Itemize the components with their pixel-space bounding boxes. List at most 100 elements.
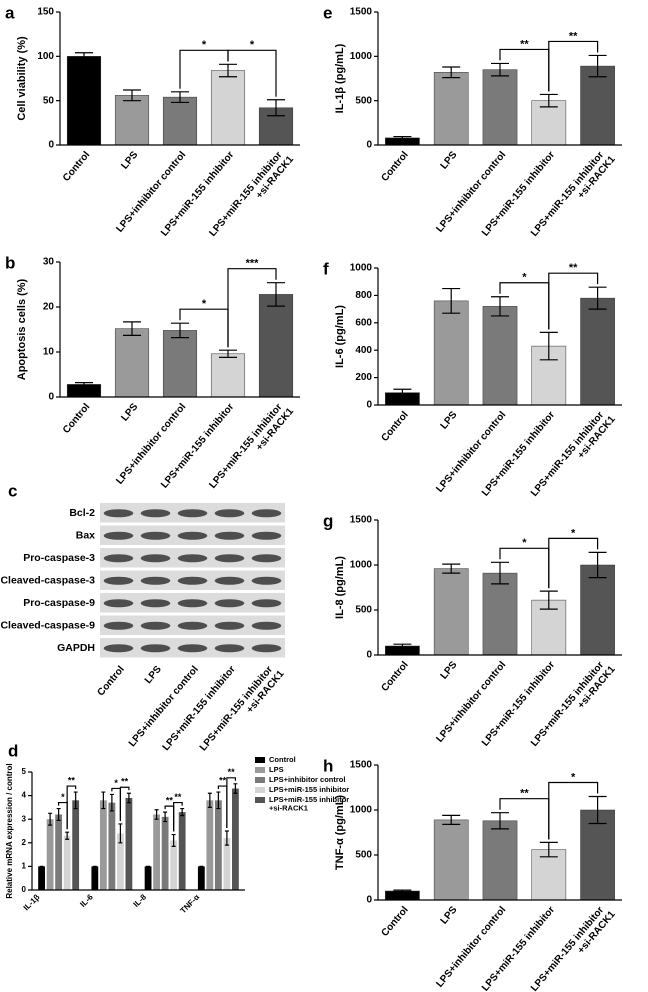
significance-bracket xyxy=(119,786,130,821)
y-axis-label: Cell viability (%) xyxy=(16,36,28,121)
bar xyxy=(482,69,518,146)
blot-band xyxy=(103,531,134,540)
blot-band xyxy=(177,599,208,608)
legend-label: LPS+miR-155 inhibitor xyxy=(269,785,349,794)
blot-band xyxy=(103,509,134,518)
bar xyxy=(482,572,518,656)
error-bar xyxy=(491,561,509,585)
x-tick-label: Control xyxy=(96,664,127,698)
bar xyxy=(63,835,71,890)
y-tick-label: 0 xyxy=(366,650,372,661)
significance-label: ** xyxy=(228,767,236,777)
significance-label: * xyxy=(114,778,118,788)
bar xyxy=(72,800,80,890)
panel-label: c xyxy=(8,481,17,500)
bar xyxy=(108,802,116,890)
blot-row-label: Cleaved-caspase-3 xyxy=(0,575,95,587)
bar xyxy=(153,814,161,890)
panel-label: b xyxy=(5,253,15,272)
blot-row-label: Bcl-2 xyxy=(69,507,95,519)
significance-bracket xyxy=(226,777,237,828)
legend-swatch xyxy=(255,767,265,773)
blot-band xyxy=(251,554,282,563)
blot-band xyxy=(177,576,208,585)
blot-band xyxy=(177,531,208,540)
x-tick-label: TNF-α xyxy=(179,892,202,915)
significance-label: ** xyxy=(174,792,182,802)
blot-band xyxy=(214,599,245,608)
error-bar xyxy=(588,795,607,825)
error-bar xyxy=(393,889,412,893)
bar xyxy=(214,800,222,890)
error-bar xyxy=(75,52,93,61)
bar xyxy=(258,294,294,398)
bar xyxy=(433,819,469,901)
x-tick-label: LPS xyxy=(143,664,164,686)
bar xyxy=(116,833,124,890)
error-bar xyxy=(224,830,229,846)
error-bar xyxy=(73,791,78,810)
x-tick-label: LPS xyxy=(119,149,140,171)
y-tick-label: 10 xyxy=(43,347,55,358)
error-bar xyxy=(539,93,558,108)
blot-band xyxy=(140,509,171,518)
y-axis-label: TNF-α (pg/mL) xyxy=(334,795,346,871)
bar xyxy=(178,812,186,890)
blot-band xyxy=(177,509,208,518)
blot-band xyxy=(103,576,134,585)
bar xyxy=(162,96,198,146)
significance-bracket xyxy=(548,537,599,589)
significance-label: * xyxy=(522,537,527,549)
blot-band xyxy=(177,554,208,563)
blot-band xyxy=(103,554,134,563)
x-tick-label-group: LPS+miR-155 inhibitor+si-RACK1 xyxy=(198,661,287,761)
bar xyxy=(531,100,567,146)
error-bar xyxy=(207,792,212,808)
x-tick-label: LPS+miR-155 inhibitor+si-RACK1 xyxy=(198,661,287,761)
error-bar xyxy=(539,590,558,610)
legend-label-line: LPS+miR-155 inhibitor xyxy=(269,795,349,804)
x-tick-label: LPS+miR-155 inhibitor xyxy=(161,664,238,753)
x-tick-label: LPS xyxy=(119,401,140,423)
bar xyxy=(210,353,246,398)
error-bar xyxy=(219,349,237,358)
significance-bracket xyxy=(173,801,183,832)
significance-label: ** xyxy=(166,795,174,805)
error-bar xyxy=(65,831,70,840)
significance-label: ** xyxy=(520,38,529,50)
y-axis-label: IL-1β (pg/mL) xyxy=(334,43,346,113)
legend-label: LPS+inhibitor control xyxy=(269,775,345,784)
legend-swatch xyxy=(255,757,265,763)
blot-band xyxy=(177,621,208,630)
x-tick-label: Control xyxy=(61,149,92,183)
legend-label: LPS+miR-155 inhibitor +si-RACK1 xyxy=(269,795,349,813)
bar xyxy=(99,800,107,890)
blot-band xyxy=(103,644,134,653)
significance-bracket xyxy=(548,781,599,840)
x-tick-label: Control xyxy=(379,659,410,693)
y-tick-label: 0 xyxy=(366,895,372,906)
bar xyxy=(162,330,198,398)
error-bar xyxy=(393,135,412,140)
bar xyxy=(580,297,615,406)
blot-band xyxy=(140,576,171,585)
bar xyxy=(125,797,133,890)
bar xyxy=(223,838,231,890)
legend-swatch xyxy=(255,777,265,783)
x-tick-label: LPS xyxy=(439,149,460,171)
error-bar xyxy=(109,793,114,812)
bar xyxy=(114,328,150,398)
y-tick-label: 0 xyxy=(48,140,54,151)
y-tick-label: 500 xyxy=(355,95,372,106)
legend-label-line: +si-RACK1 xyxy=(269,804,308,813)
significance-label: ** xyxy=(121,777,129,787)
error-bar xyxy=(267,99,285,117)
x-tick-label: LPS xyxy=(439,659,460,681)
significance-label: * xyxy=(202,39,207,51)
x-tick-label: Control xyxy=(379,409,410,443)
y-tick-label: 500 xyxy=(355,605,372,616)
y-tick-label: 2 xyxy=(22,838,27,847)
significance-label: * xyxy=(571,527,576,539)
bar xyxy=(232,788,239,890)
legend-swatch xyxy=(255,787,265,793)
